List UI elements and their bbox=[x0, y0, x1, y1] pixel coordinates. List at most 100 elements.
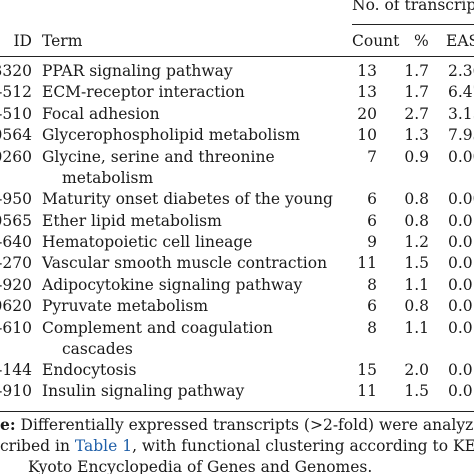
row-term-line-1: Pyruvate metabolism bbox=[42, 297, 209, 316]
row-percent: 0.9 bbox=[404, 147, 429, 166]
row-id: -610 bbox=[0, 318, 32, 337]
row-id: -640 bbox=[0, 232, 32, 251]
row-percent: 2.0 bbox=[404, 361, 429, 380]
row-ease: 7.93 bbox=[448, 126, 474, 145]
row-id: 0260 bbox=[0, 147, 32, 166]
row-term-line-2: cascades bbox=[62, 339, 133, 358]
table-row: -950 Maturity onset diabetes of the young… bbox=[0, 189, 474, 210]
row-count: 10 bbox=[357, 126, 377, 145]
row-ease: 0.01 bbox=[448, 318, 474, 337]
footnote-line-1: e: Differentially expressed transcripts … bbox=[0, 414, 474, 437]
row-percent: 1.7 bbox=[404, 62, 429, 80]
footnote-line-2: cribed in Table 1, with functional clust… bbox=[0, 436, 474, 458]
table-row: -640 Hematopoietic cell lineage 9 1.2 0.01 bbox=[0, 232, 474, 253]
row-id: -910 bbox=[0, 382, 32, 401]
row-count: 13 bbox=[357, 62, 377, 80]
row-term-line-1: Glycerophospholipid metabolism bbox=[42, 126, 300, 145]
row-id: -144 bbox=[0, 361, 32, 380]
row-id: 3320 bbox=[0, 62, 32, 80]
row-id: 0564 bbox=[0, 126, 32, 145]
row-count: 7 bbox=[367, 147, 377, 166]
row-term-line-1: Insulin signaling pathway bbox=[42, 382, 245, 401]
column-header-count: Count bbox=[352, 32, 400, 50]
row-count: 6 bbox=[367, 190, 377, 209]
row-ease: 2.36 bbox=[448, 62, 474, 80]
row-term: Endocytosis bbox=[42, 360, 352, 381]
row-term: Vascular smooth muscle contraction bbox=[42, 253, 352, 274]
table-bottom-rule bbox=[0, 411, 474, 413]
table-row: 3320 PPAR signaling pathway 13 1.7 2.36 bbox=[0, 61, 474, 82]
table-row: -270 Vascular smooth muscle contraction 11… bbox=[0, 253, 474, 274]
table-row: -920 Adipocytokine signaling pathway 8 1.1 0… bbox=[0, 275, 474, 296]
row-ease: 0.01 bbox=[448, 361, 474, 380]
row-id: -950 bbox=[0, 190, 32, 209]
row-ease: 0.00 bbox=[448, 190, 474, 209]
row-percent: 2.7 bbox=[404, 104, 429, 123]
row-percent: 1.3 bbox=[404, 126, 429, 145]
column-header-percent: % bbox=[414, 32, 429, 50]
row-term: Pyruvate metabolism bbox=[42, 296, 352, 317]
row-term: Ether lipid metabolism bbox=[42, 211, 352, 232]
table-body: 3320 PPAR signaling pathway 13 1.7 2.36 -512 E… bbox=[0, 61, 474, 403]
row-term-line-1: ECM-receptor interaction bbox=[42, 83, 245, 102]
footnote-label: e: bbox=[0, 415, 16, 434]
row-term: Glycine, serine and threonine metabolism bbox=[42, 147, 352, 190]
row-percent: 0.8 bbox=[404, 190, 429, 209]
row-term-line-1: Maturity onset diabetes of the young bbox=[42, 190, 333, 209]
row-ease: 6.47 bbox=[448, 83, 474, 102]
row-ease: 3.15 bbox=[448, 104, 474, 123]
table-row: -512 ECM-receptor interaction 13 1.7 6.47 bbox=[0, 82, 474, 103]
row-term-line-1: Complement and coagulation bbox=[42, 318, 273, 337]
row-term-line-1: Endocytosis bbox=[42, 361, 137, 380]
row-term-line-1: Vascular smooth muscle contraction bbox=[42, 254, 328, 273]
footnote-text-1: Differentially expressed transcripts (>2… bbox=[20, 416, 474, 434]
row-percent: 0.8 bbox=[404, 211, 429, 230]
row-count: 6 bbox=[367, 297, 377, 316]
row-ease: 0.01 bbox=[448, 211, 474, 230]
row-term-line-1: Adipocytokine signaling pathway bbox=[42, 275, 303, 294]
header-rule bbox=[0, 56, 474, 58]
footnote-line-3: Kyoto Encyclopedia of Genes and Genomes. bbox=[28, 457, 372, 474]
row-percent: 1.7 bbox=[404, 83, 429, 102]
row-count: 11 bbox=[357, 254, 377, 273]
row-term-line-1: Hematopoietic cell lineage bbox=[42, 232, 253, 251]
row-percent: 1.5 bbox=[404, 382, 429, 401]
row-percent: 1.1 bbox=[404, 275, 429, 294]
row-term: Maturity onset diabetes of the young bbox=[42, 189, 352, 210]
row-term: Hematopoietic cell lineage bbox=[42, 232, 352, 253]
row-id: -512 bbox=[0, 83, 32, 102]
row-count: 6 bbox=[367, 211, 377, 230]
row-term-line-1: Focal adhesion bbox=[42, 104, 160, 123]
row-term-line-1: Ether lipid metabolism bbox=[42, 211, 222, 230]
row-percent: 0.8 bbox=[404, 297, 429, 316]
row-term: PPAR signaling pathway bbox=[42, 61, 352, 82]
table-row: 0260 Glycine, serine and threonine metabol… bbox=[0, 147, 474, 190]
row-term: Complement and coagulation cascades bbox=[42, 318, 352, 361]
row-ease: 0.00 bbox=[448, 147, 474, 166]
table-row: -910 Insulin signaling pathway 11 1.5 0.01 bbox=[0, 381, 474, 402]
row-term: Focal adhesion bbox=[42, 104, 352, 125]
row-term-line-1: Glycine, serine and threonine bbox=[42, 147, 275, 166]
column-header-ease: EASE bbox=[446, 32, 474, 50]
row-count: 11 bbox=[357, 382, 377, 401]
row-ease: 0.01 bbox=[448, 275, 474, 294]
table-1-link[interactable]: Table 1 bbox=[74, 436, 133, 455]
row-ease: 0.01 bbox=[448, 297, 474, 316]
row-count: 8 bbox=[367, 275, 377, 294]
group-header: No. of transcripts bbox=[352, 0, 474, 14]
column-header-term: Term bbox=[42, 32, 83, 50]
footnote-text-3: Kyoto Encyclopedia of Genes and Genomes. bbox=[28, 458, 373, 474]
row-term: Glycerophospholipid metabolism bbox=[42, 125, 352, 146]
row-percent: 1.1 bbox=[404, 318, 429, 337]
row-ease: 0.01 bbox=[448, 254, 474, 273]
footnote-text-2b: , with functional clustering according t… bbox=[132, 436, 474, 455]
table-row: 0564 Glycerophospholipid metabolism 10 1.3 7… bbox=[0, 125, 474, 146]
column-header-id: ID bbox=[13, 32, 32, 50]
row-count: 15 bbox=[357, 361, 377, 380]
row-term: Adipocytokine signaling pathway bbox=[42, 275, 352, 296]
row-id: -920 bbox=[0, 275, 32, 294]
